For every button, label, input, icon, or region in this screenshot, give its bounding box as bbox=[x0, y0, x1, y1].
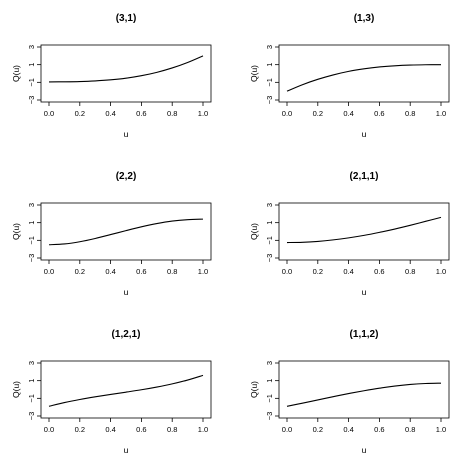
series-line bbox=[48, 374, 204, 407]
y-tick-label: −3 bbox=[265, 96, 274, 105]
y-axis-label: Q(u) bbox=[11, 223, 21, 240]
x-tick-label: 0.8 bbox=[167, 267, 177, 276]
y-axis-label: Q(u) bbox=[11, 381, 21, 398]
x-tick-label: 0.2 bbox=[75, 425, 85, 434]
plot-frame bbox=[278, 202, 450, 261]
x-tick-label: 1.0 bbox=[436, 425, 446, 434]
plot-frame bbox=[40, 202, 212, 261]
y-tick-label: 3 bbox=[265, 45, 274, 49]
series-line bbox=[286, 382, 442, 407]
x-tick-label: 1.0 bbox=[436, 109, 446, 118]
y-tick-label: 3 bbox=[265, 203, 274, 207]
y-tick-label: 3 bbox=[265, 361, 274, 365]
y-tick-label: −3 bbox=[27, 254, 36, 263]
x-axis-label: u bbox=[124, 445, 129, 455]
x-tick-label: 0.8 bbox=[167, 109, 177, 118]
chart-panel-5: (1,2,1) 0.0 0.2 0.4 0.6 0.8 1.0 −3 −1 1 3 u Q(u) bbox=[11, 329, 212, 455]
chart-title: (3,1) bbox=[116, 13, 137, 24]
chart-title: (1,3) bbox=[354, 13, 375, 24]
x-tick-label: 0.6 bbox=[136, 109, 146, 118]
x-tick-label: 0.6 bbox=[136, 425, 146, 434]
x-tick-label: 0.6 bbox=[374, 109, 384, 118]
x-tick-label: 0.2 bbox=[75, 267, 85, 276]
chart-panel-4: (2,1,1) 0.0 0.2 0.4 0.6 0.8 1.0 −3 −1 1 3 u Q(u) bbox=[249, 171, 450, 297]
y-tick-label: −1 bbox=[265, 394, 274, 403]
plot-frame bbox=[278, 360, 450, 419]
x-axis-label: u bbox=[362, 129, 367, 139]
y-axis-label: Q(u) bbox=[11, 65, 21, 82]
y-tick-label: 1 bbox=[265, 221, 274, 225]
x-tick-label: 0.4 bbox=[105, 267, 115, 276]
x-tick-label: 0.4 bbox=[105, 425, 115, 434]
y-axis-label: Q(u) bbox=[249, 223, 259, 240]
y-tick-label: −3 bbox=[265, 412, 274, 421]
y-axis-label: Q(u) bbox=[249, 381, 259, 398]
y-tick-label: −1 bbox=[27, 78, 36, 87]
x-tick-label: 0.0 bbox=[282, 267, 292, 276]
series-line bbox=[48, 55, 204, 83]
x-tick-label: 0.4 bbox=[343, 267, 353, 276]
y-tick-label: −1 bbox=[27, 236, 36, 245]
x-tick-label: 0.8 bbox=[167, 425, 177, 434]
y-tick-label: 1 bbox=[265, 379, 274, 383]
plot-frame bbox=[40, 44, 212, 103]
chart-title: (1,2,1) bbox=[112, 329, 141, 340]
series-line bbox=[48, 218, 204, 246]
x-tick-label: 0.2 bbox=[313, 109, 323, 118]
x-tick-label: 0.6 bbox=[136, 267, 146, 276]
x-tick-label: 0.0 bbox=[44, 109, 54, 118]
x-tick-label: 1.0 bbox=[198, 425, 208, 434]
chart-panel-2: (1,3) 0.0 0.2 0.4 0.6 0.8 1.0 −3 −1 1 3 u Q(u) bbox=[249, 13, 450, 139]
x-axis-label: u bbox=[124, 287, 129, 297]
x-axis-label: u bbox=[362, 287, 367, 297]
x-tick-label: 0.8 bbox=[405, 109, 415, 118]
y-tick-label: 3 bbox=[27, 45, 36, 49]
chart-title: (2,2) bbox=[116, 171, 137, 182]
y-tick-label: −3 bbox=[27, 96, 36, 105]
y-tick-label: −1 bbox=[265, 78, 274, 87]
y-tick-label: 1 bbox=[265, 63, 274, 67]
plot-frame bbox=[40, 360, 212, 419]
series-line bbox=[286, 64, 442, 92]
chart-panel-6: (1,1,2) 0.0 0.2 0.4 0.6 0.8 1.0 −3 −1 1 3 u Q(u) bbox=[249, 329, 450, 455]
y-tick-label: −3 bbox=[27, 412, 36, 421]
x-tick-label: 0.6 bbox=[374, 425, 384, 434]
x-tick-label: 0.4 bbox=[105, 109, 115, 118]
chart-title: (2,1,1) bbox=[350, 171, 379, 182]
series-line bbox=[286, 216, 442, 244]
y-tick-label: 1 bbox=[27, 221, 36, 225]
x-tick-label: 0.2 bbox=[75, 109, 85, 118]
x-tick-label: 0.2 bbox=[313, 425, 323, 434]
plot-frame bbox=[278, 44, 450, 103]
y-tick-label: 3 bbox=[27, 361, 36, 365]
x-tick-label: 0.0 bbox=[44, 425, 54, 434]
x-tick-label: 0.2 bbox=[313, 267, 323, 276]
x-tick-label: 1.0 bbox=[198, 109, 208, 118]
x-axis-label: u bbox=[362, 445, 367, 455]
x-tick-label: 0.8 bbox=[405, 267, 415, 276]
y-tick-label: −1 bbox=[265, 236, 274, 245]
x-tick-label: 0.4 bbox=[343, 425, 353, 434]
x-tick-label: 0.0 bbox=[282, 425, 292, 434]
x-tick-label: 0.8 bbox=[405, 425, 415, 434]
y-tick-label: 1 bbox=[27, 379, 36, 383]
chart-panel-1: (3,1) 0.0 0.2 0.4 0.6 0.8 1.0 −3 −1 1 3 u Q(u) bbox=[11, 13, 212, 139]
x-tick-label: 0.0 bbox=[44, 267, 54, 276]
y-tick-label: 3 bbox=[27, 203, 36, 207]
x-tick-label: 1.0 bbox=[436, 267, 446, 276]
y-axis-label: Q(u) bbox=[249, 65, 259, 82]
y-tick-label: 1 bbox=[27, 63, 36, 67]
y-tick-label: −1 bbox=[27, 394, 36, 403]
x-axis-label: u bbox=[124, 129, 129, 139]
x-tick-label: 1.0 bbox=[198, 267, 208, 276]
x-tick-label: 0.0 bbox=[282, 109, 292, 118]
chart-title: (1,1,2) bbox=[350, 329, 379, 340]
x-tick-label: 0.6 bbox=[374, 267, 384, 276]
chart-panel-3: (2,2) 0.0 0.2 0.4 0.6 0.8 1.0 −3 −1 1 3 u Q(u) bbox=[11, 171, 212, 297]
x-tick-label: 0.4 bbox=[343, 109, 353, 118]
y-tick-label: −3 bbox=[265, 254, 274, 263]
